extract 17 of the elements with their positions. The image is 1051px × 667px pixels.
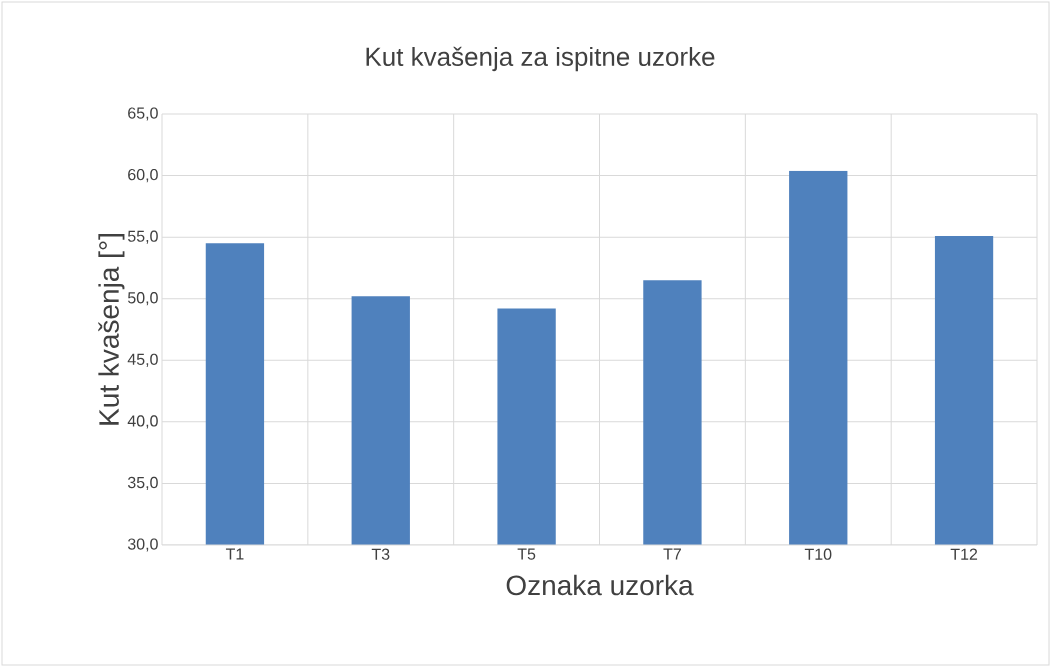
y-tick-label: 55,0 — [127, 230, 158, 244]
y-tick-label: 30,0 — [127, 538, 158, 552]
x-tick-label: T12 — [950, 548, 978, 560]
x-tick-label: T10 — [804, 548, 832, 560]
x-tick-label: T5 — [517, 548, 536, 560]
y-tick-label: 65,0 — [128, 107, 158, 121]
x-tick-label: T1 — [225, 548, 244, 560]
x-axis-title: Oznaka uzorka — [506, 574, 694, 596]
y-tick-label: 35,0 — [127, 476, 158, 491]
x-tick-label: T7 — [663, 548, 681, 560]
y-tick-label: 60,0 — [128, 168, 158, 183]
y-tick-label: 40,0 — [127, 415, 158, 429]
y-tick-label: 50,0 — [127, 292, 158, 306]
chart-title: Kut kvašenja za ispitne uzorke — [366, 46, 715, 72]
x-tick-label: T3 — [371, 548, 390, 560]
y-axis-title: Kut kvašenja [°] — [98, 234, 125, 425]
y-tick-label: 45,0 — [127, 353, 158, 367]
